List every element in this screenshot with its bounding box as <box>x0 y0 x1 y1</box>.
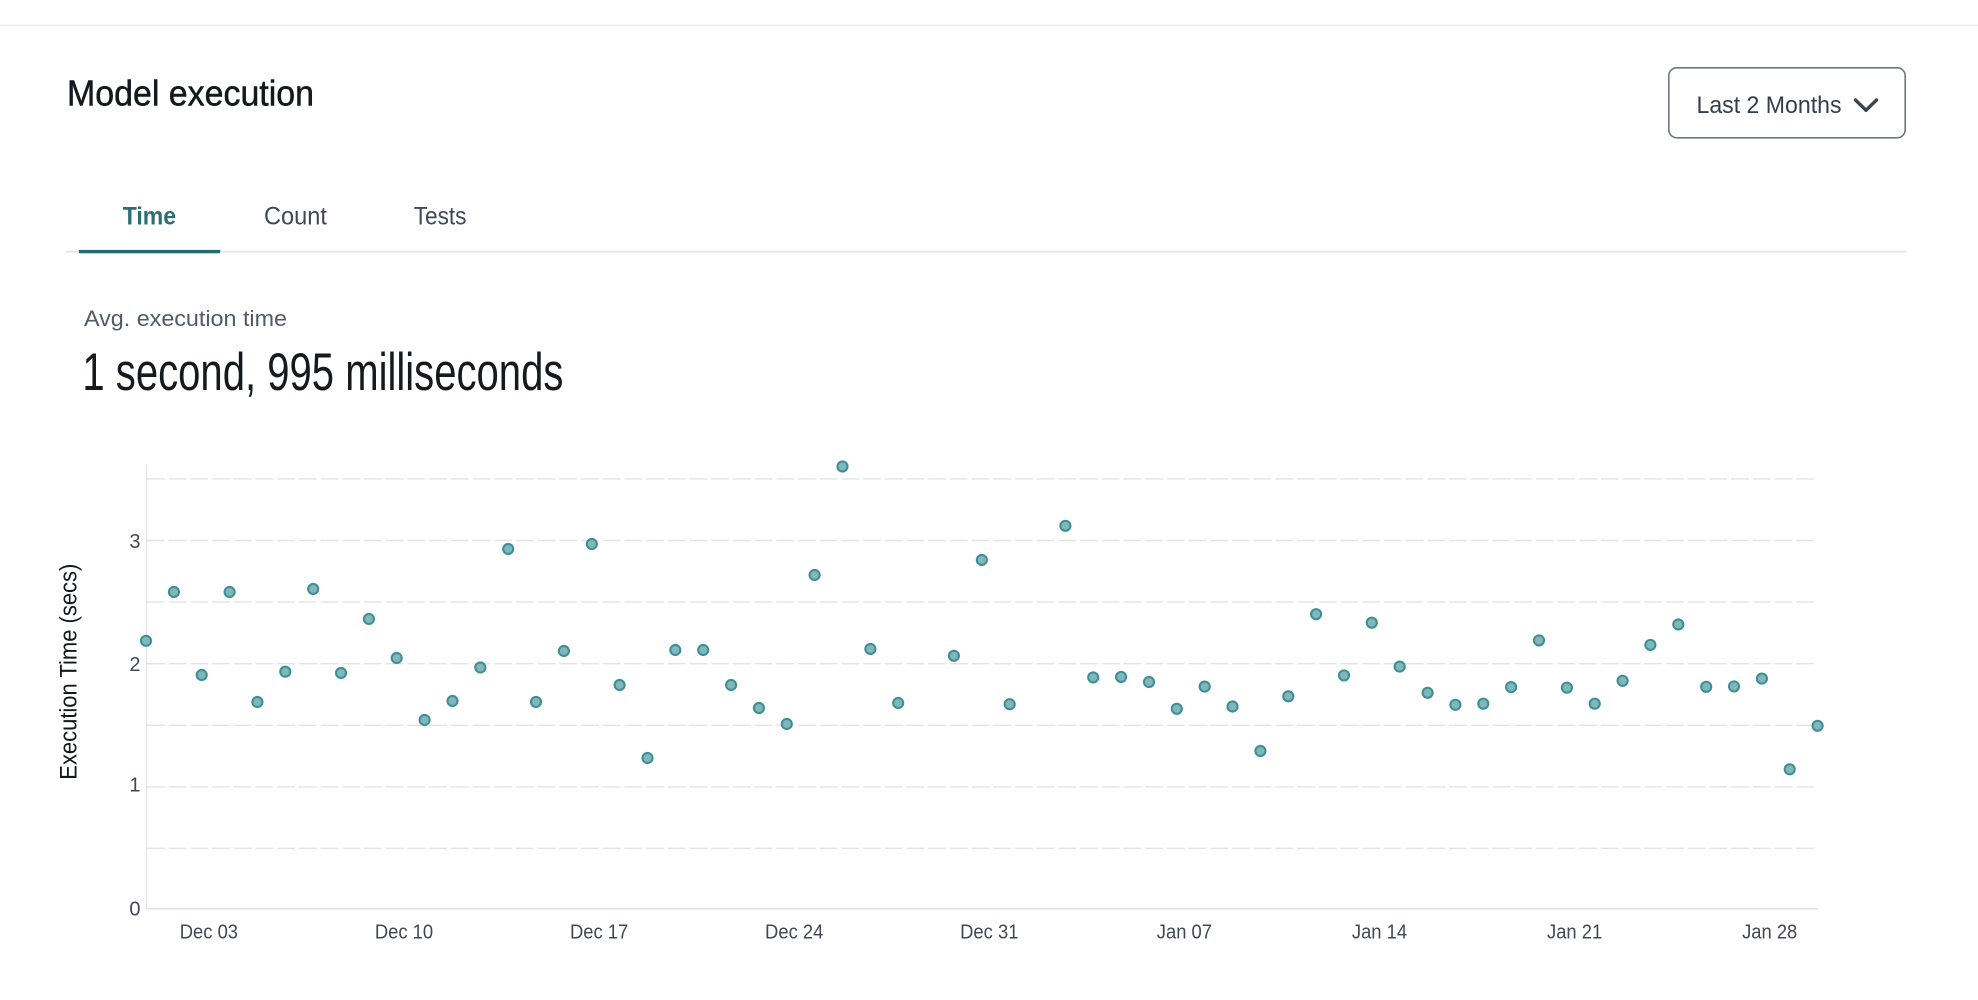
svg-text:0: 0 <box>129 899 140 921</box>
svg-text:Avg. execution time: Avg. execution time <box>84 306 287 331</box>
svg-text:Jan 28: Jan 28 <box>1742 922 1797 944</box>
svg-text:Tests: Tests <box>414 203 467 231</box>
svg-text:Jan 07: Jan 07 <box>1157 922 1212 944</box>
svg-text:Jan 21: Jan 21 <box>1547 922 1602 944</box>
svg-text:Time: Time <box>123 203 176 231</box>
svg-text:3: 3 <box>129 531 140 553</box>
svg-text:1 second, 995 milliseconds: 1 second, 995 milliseconds <box>82 343 563 402</box>
svg-text:Last 2 Months: Last 2 Months <box>1697 92 1842 119</box>
svg-text:Dec 03: Dec 03 <box>180 922 238 944</box>
svg-text:Dec 10: Dec 10 <box>375 922 433 944</box>
svg-text:1: 1 <box>129 774 140 796</box>
svg-text:Dec 31: Dec 31 <box>960 922 1018 944</box>
svg-text:Count: Count <box>264 203 327 231</box>
svg-text:Model execution: Model execution <box>67 73 314 114</box>
svg-text:Dec 17: Dec 17 <box>570 922 628 944</box>
svg-text:Execution Time (secs): Execution Time (secs) <box>56 564 83 780</box>
svg-text:Jan 14: Jan 14 <box>1352 922 1407 944</box>
svg-text:Dec 24: Dec 24 <box>765 922 823 944</box>
svg-text:2: 2 <box>129 654 140 676</box>
